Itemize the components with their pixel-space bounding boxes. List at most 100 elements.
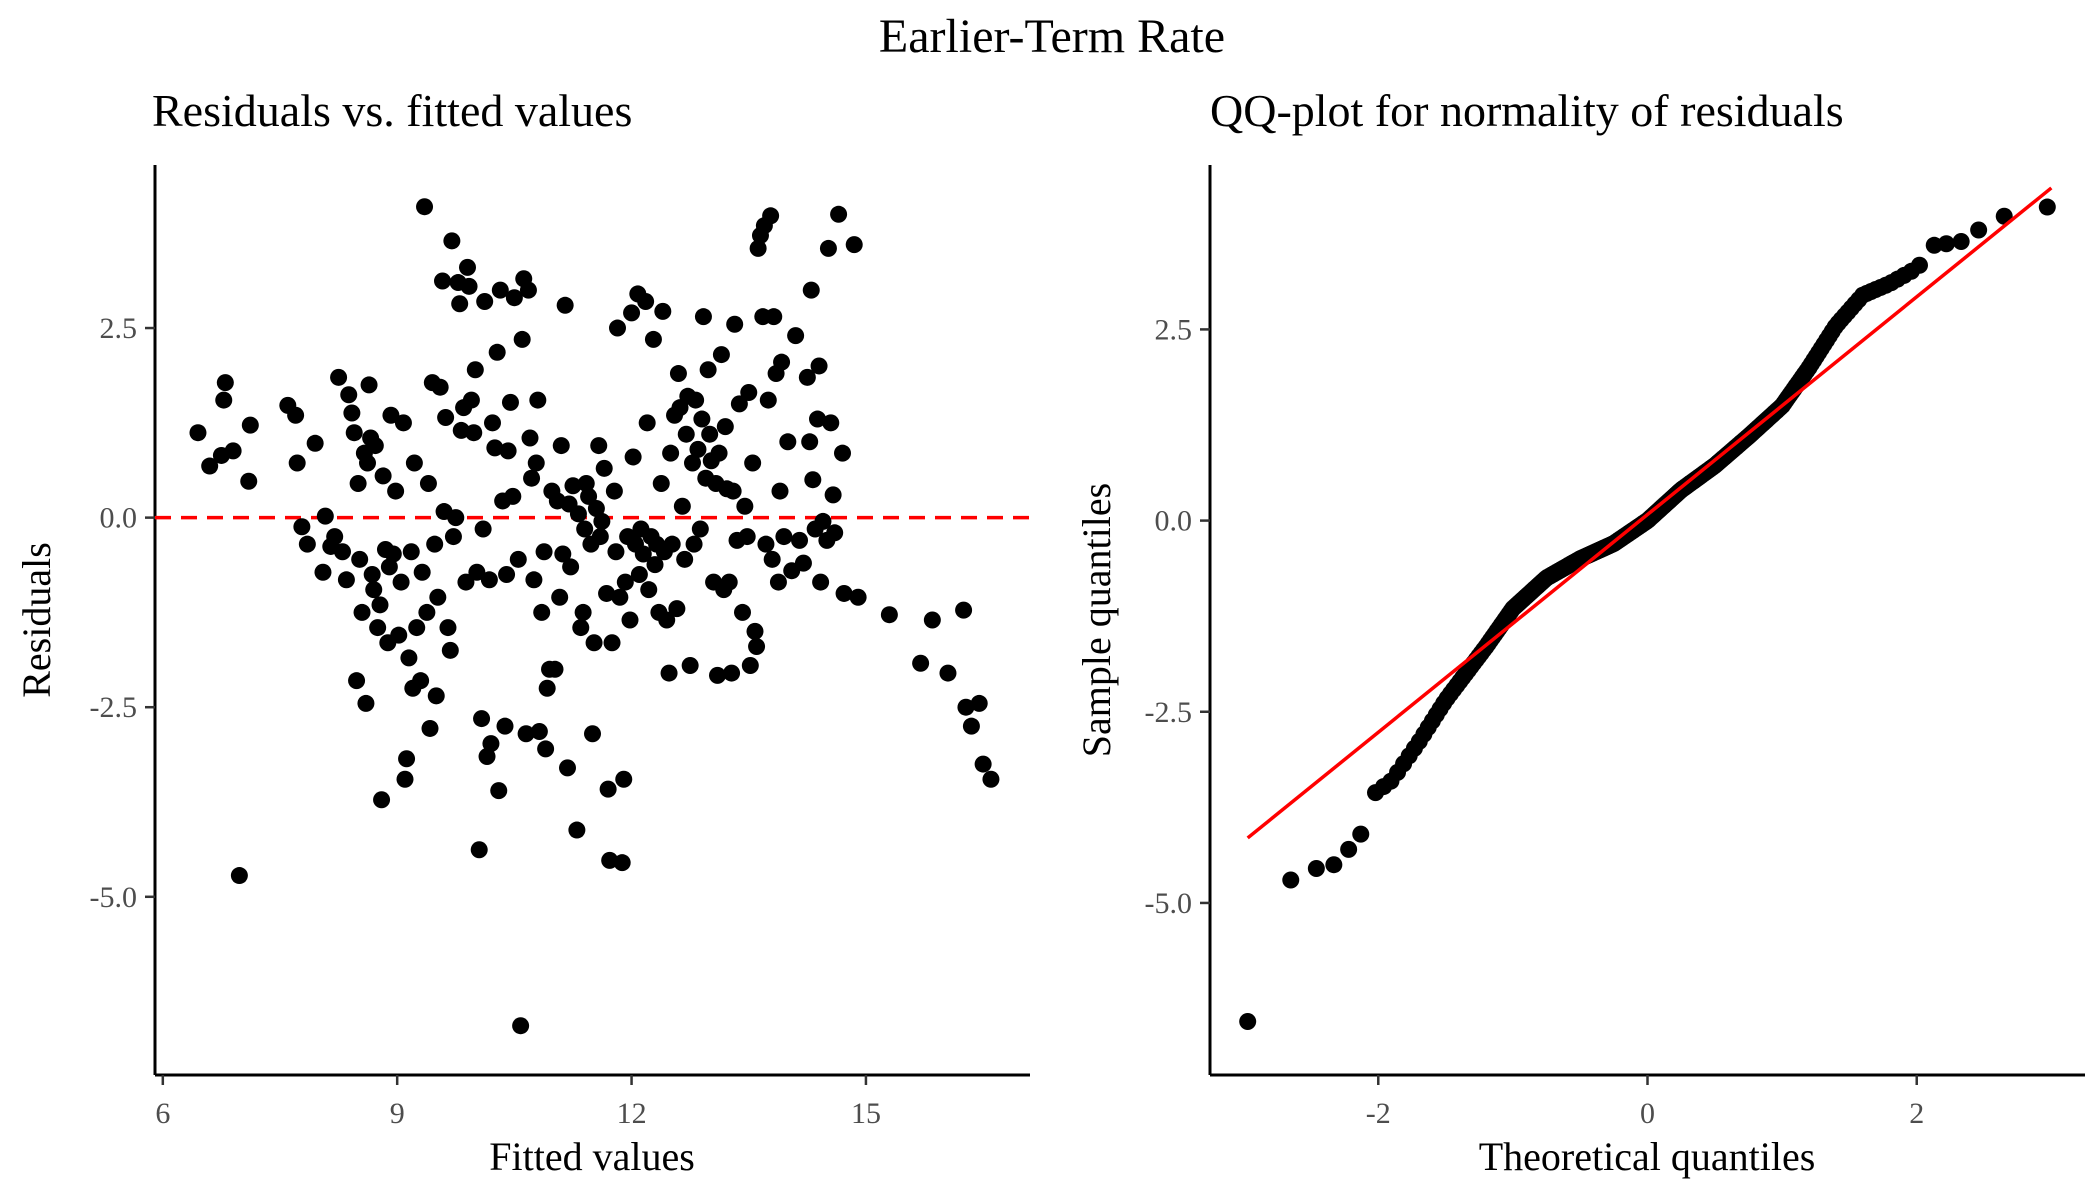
residual-point [634, 545, 652, 563]
residual-point [587, 500, 605, 518]
residual-point [982, 770, 1000, 788]
residual-point [681, 657, 699, 674]
residual-point [810, 357, 828, 375]
residual-point [490, 782, 508, 800]
residual-point [349, 475, 367, 492]
residual-point [693, 410, 711, 428]
residual-point [353, 603, 371, 621]
residuals-x-tick-label: 15 [851, 1097, 881, 1130]
residual-point [373, 791, 391, 809]
residual-point [794, 554, 812, 572]
residual-point [624, 448, 642, 466]
residual-point [504, 487, 522, 505]
residual-point [585, 634, 603, 652]
residual-point [382, 406, 400, 424]
residual-point [644, 330, 662, 348]
residual-point [809, 410, 826, 428]
residual-point [478, 748, 496, 765]
residual-point [662, 444, 680, 462]
residual-point [554, 545, 572, 563]
residual-point [439, 619, 457, 637]
residual-point [287, 406, 305, 424]
residual-point [769, 573, 787, 591]
residual-point [398, 750, 416, 768]
residual-point [726, 315, 744, 333]
residual-point [546, 660, 564, 678]
residual-point [288, 454, 306, 472]
residual-point [685, 535, 703, 553]
residual-point [387, 482, 405, 500]
residual-point [416, 198, 434, 216]
qq-point [1340, 840, 1358, 858]
residual-point [408, 619, 426, 637]
residual-point [551, 588, 569, 606]
residual-point [668, 600, 686, 618]
residual-point [363, 566, 381, 583]
residual-point [779, 433, 797, 451]
residual-point [598, 584, 616, 602]
qq-x-tick-label: -2 [1366, 1097, 1391, 1130]
residual-point [814, 512, 832, 530]
residual-point [466, 361, 484, 379]
residual-point [736, 497, 754, 515]
residual-point [314, 563, 332, 581]
residual-point [654, 302, 672, 320]
residual-point [576, 520, 594, 538]
residual-point [412, 672, 430, 690]
residuals-x-tick-label: 6 [155, 1097, 170, 1130]
residual-point [590, 437, 608, 455]
residual-point [605, 482, 623, 500]
residual-point [574, 603, 592, 621]
residual-point [505, 289, 523, 307]
residual-point [658, 611, 676, 629]
residual-point [757, 535, 775, 553]
residual-point [740, 384, 758, 401]
residual-point [330, 368, 348, 386]
qq-y-tick-label: 2.5 [1155, 313, 1193, 346]
residual-point [201, 457, 219, 475]
residual-point [459, 258, 476, 276]
residual-point [326, 528, 344, 546]
residual-point [738, 528, 756, 546]
qq-point [1307, 860, 1325, 878]
residual-point [791, 531, 809, 549]
residual-point [230, 867, 248, 885]
residual-point [240, 472, 258, 490]
residual-point [591, 528, 609, 546]
residual-point [523, 469, 541, 487]
residual-point [689, 440, 707, 458]
residual-point [669, 365, 687, 383]
residual-point [712, 346, 730, 364]
residual-point [759, 391, 777, 409]
residual-point [437, 409, 455, 427]
residual-point [804, 471, 822, 489]
residual-point [568, 821, 586, 839]
residual-point [306, 434, 324, 452]
residual-point [834, 444, 851, 462]
residual-point [224, 442, 242, 460]
residual-point [499, 442, 517, 460]
qq-panel-title: QQ-plot for normality of residuals [1210, 85, 1844, 136]
residual-point [418, 603, 436, 621]
residual-point [371, 596, 389, 614]
residual-point [529, 391, 547, 409]
residual-point [615, 770, 633, 788]
residual-point [337, 571, 355, 589]
residual-point [359, 454, 376, 472]
residual-point [724, 482, 742, 500]
residual-point [390, 626, 408, 644]
residual-point [822, 414, 840, 432]
residual-point [621, 611, 639, 629]
residual-point [562, 558, 580, 576]
residual-point [599, 780, 617, 798]
residual-point [426, 535, 444, 553]
residual-point [427, 687, 445, 705]
residual-point [595, 459, 613, 477]
residual-point [720, 573, 738, 591]
residual-point [360, 376, 378, 394]
residual-point [802, 281, 820, 299]
residual-point [775, 528, 793, 546]
qq-point [1952, 232, 1970, 250]
residual-point [513, 330, 531, 348]
